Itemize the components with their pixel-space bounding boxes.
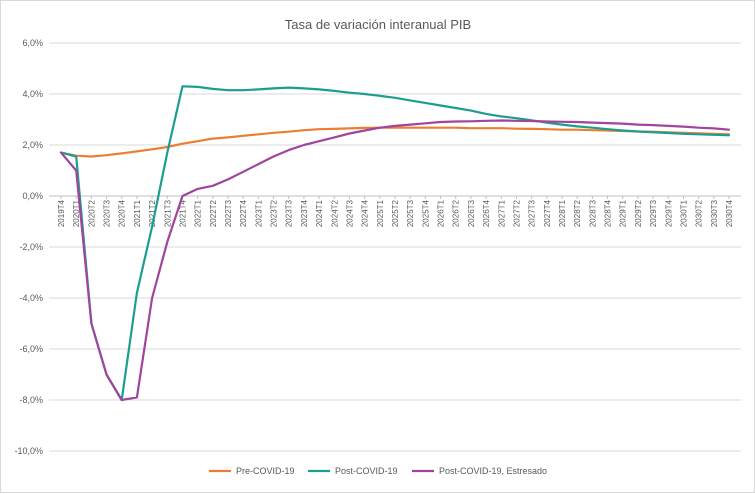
- x-tick-label: 2029T4: [664, 199, 673, 227]
- legend-label: Post-COVID-19, Estresado: [439, 466, 547, 476]
- x-tick-label: 2024T1: [315, 199, 324, 227]
- y-tick-label: -4,0%: [19, 293, 43, 303]
- x-tick-label: 2023T3: [285, 199, 294, 227]
- series-line-1: [59, 126, 731, 158]
- x-tick-label: 2024T4: [361, 199, 370, 227]
- x-tick-label: 2020T1: [72, 199, 81, 227]
- x-tick-label: 2021T1: [133, 199, 142, 227]
- y-tick-label: -6,0%: [19, 344, 43, 354]
- x-tick-label: 2024T3: [345, 199, 354, 227]
- x-axis-ticks: 2019T4 2020T1 2020T2 2020T3 2020T4 2021T1 2021…: [57, 196, 734, 227]
- legend-label: Post-COVID-19: [335, 466, 398, 476]
- x-tick-label: 2023T2: [270, 199, 279, 227]
- x-tick-label: 2019T4: [57, 199, 66, 227]
- y-tick-label: 6,0%: [22, 38, 43, 48]
- x-tick-label: 2027T1: [497, 199, 506, 227]
- x-tick-label: 2022T2: [209, 199, 218, 227]
- x-tick-label: 2028T3: [588, 199, 597, 227]
- series-line-3: [59, 119, 731, 402]
- x-tick-label: 2030T1: [679, 199, 688, 227]
- x-tick-label: 2026T3: [467, 199, 476, 227]
- chart-title: Tasa de variación interanual PIB: [285, 17, 471, 32]
- y-axis-ticks: 6,0% 4,0% 2,0% 0,0% -2,0% -4,0% -6,0% -8,0% -10,…: [14, 38, 43, 456]
- x-tick-label: 2021T2: [148, 199, 157, 227]
- y-tick-label: -8,0%: [19, 395, 43, 405]
- x-tick-label: 2029T2: [634, 199, 643, 227]
- x-tick-label: 2025T3: [406, 199, 415, 227]
- x-tick-label: 2030T4: [725, 199, 734, 227]
- x-tick-label: 2029T1: [619, 199, 628, 227]
- x-tick-label: 2020T4: [118, 199, 127, 227]
- x-tick-label: 2023T1: [254, 199, 263, 227]
- x-tick-label: 2020T2: [87, 199, 96, 227]
- x-tick-label: 2028T1: [558, 199, 567, 227]
- x-tick-label: 2027T3: [528, 199, 537, 227]
- x-tick-label: 2021T3: [163, 199, 172, 227]
- legend-label: Pre-COVID-19: [236, 466, 295, 476]
- x-tick-label: 2028T2: [573, 199, 582, 227]
- x-tick-label: 2025T2: [391, 199, 400, 227]
- x-tick-label: 2027T2: [512, 199, 521, 227]
- x-tick-label: 2029T3: [649, 199, 658, 227]
- x-tick-label: 2026T2: [452, 199, 461, 227]
- legend: Pre-COVID-19 Post-COVID-19 Post-COVID-19, …: [209, 466, 547, 476]
- x-tick-label: 2022T4: [239, 199, 248, 227]
- x-tick-label: 2021T4: [178, 199, 187, 227]
- x-tick-label: 2023T4: [300, 199, 309, 227]
- x-tick-label: 2026T1: [437, 199, 446, 227]
- series-lines: [59, 85, 731, 402]
- y-tick-label: 2,0%: [22, 140, 43, 150]
- x-tick-label: 2025T1: [376, 199, 385, 227]
- x-tick-label: 2025T4: [421, 199, 430, 227]
- x-tick-label: 2030T2: [695, 199, 704, 227]
- y-tick-label: -10,0%: [14, 446, 43, 456]
- x-tick-label: 2020T3: [103, 199, 112, 227]
- x-tick-label: 2022T1: [194, 199, 203, 227]
- series-line-2: [59, 85, 731, 402]
- y-tick-label: -2,0%: [19, 242, 43, 252]
- x-tick-label: 2024T2: [330, 199, 339, 227]
- x-tick-label: 2026T4: [482, 199, 491, 227]
- x-tick-label: 2027T4: [543, 199, 552, 227]
- x-tick-label: 2028T4: [604, 199, 613, 227]
- y-tick-label: 4,0%: [22, 89, 43, 99]
- x-tick-label: 2022T3: [224, 199, 233, 227]
- x-tick-label: 2030T3: [710, 199, 719, 227]
- y-tick-label: 0,0%: [22, 191, 43, 201]
- gridlines: [49, 42, 741, 452]
